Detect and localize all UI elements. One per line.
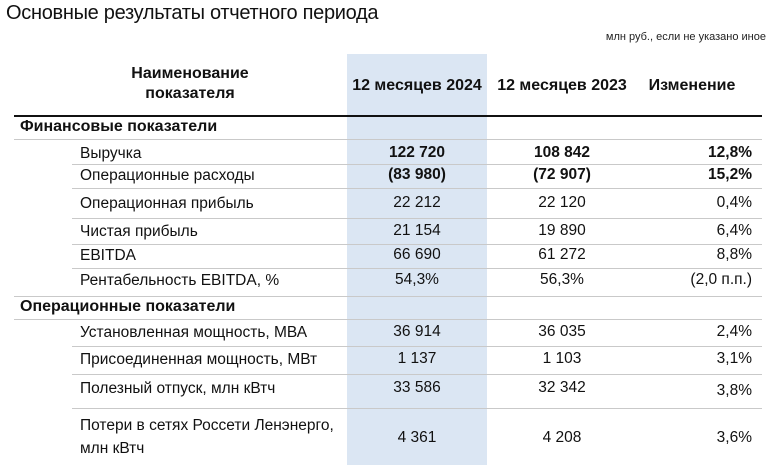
row-label: Выручка [80, 145, 142, 162]
table-row: Присоединенная мощность, МВт 1 137 1 103… [0, 347, 774, 373]
section-rule [14, 296, 762, 297]
value-2023: 108 842 [533, 144, 591, 161]
value-2023: 36 035 [538, 323, 586, 340]
value-2024: 22 212 [393, 194, 441, 211]
section-rule [14, 139, 762, 140]
header-change: Изменение [648, 77, 736, 94]
table-row: Полезный отпуск, млн кВтч 33 586 32 342 … [0, 375, 774, 405]
table-row: Установленная мощность, МВА 36 914 36 03… [0, 320, 774, 346]
value-2023: 56,3% [540, 271, 584, 288]
value-2023: (72 907) [533, 166, 591, 183]
row-rule [72, 218, 762, 219]
highlight-column-2024 [347, 54, 487, 465]
units-note: млн руб., если не указано иное [605, 31, 766, 43]
row-label: Потери в сетях Россети Ленэнерго, [80, 417, 334, 434]
table-row: Потери в сетях Россети Ленэнерго, млн кВ… [0, 412, 774, 464]
value-2023: 32 342 [538, 379, 586, 396]
value-change: (2,0 п.п.) [690, 271, 752, 288]
row-rule [72, 374, 762, 375]
value-change: 2,4% [716, 323, 752, 340]
row-label: EBITDA [80, 247, 136, 264]
value-2023: 19 890 [538, 222, 586, 239]
value-2023: 22 120 [538, 194, 586, 211]
value-2024: 33 586 [393, 379, 441, 396]
value-change: 3,1% [716, 350, 752, 367]
row-label: Рентабельность EBITDA, % [80, 272, 280, 289]
value-change: 3,8% [716, 382, 752, 399]
table-row: Рентабельность EBITDA, % 54,3% 56,3% (2,… [0, 269, 774, 295]
value-2023: 4 208 [542, 429, 582, 446]
header-2024: 12 месяцев 2024 [352, 77, 482, 94]
header-name-line1: Наименование [131, 65, 249, 82]
table-row: Операционные расходы (83 980) (72 907) 1… [0, 165, 774, 189]
row-label: Установленная мощность, МВА [80, 324, 308, 341]
value-2024: 66 690 [393, 246, 441, 263]
value-2024: 54,3% [395, 271, 439, 288]
row-rule [72, 244, 762, 245]
table-row: EBITDA 66 690 61 272 8,8% [0, 245, 774, 269]
value-change: 15,2% [708, 166, 752, 183]
value-change: 8,8% [716, 246, 752, 263]
value-change: 3,6% [716, 429, 752, 446]
value-2023: 61 272 [538, 246, 586, 263]
value-2024: 4 361 [397, 429, 437, 446]
value-2024: 36 914 [393, 323, 441, 340]
value-2024: 1 137 [397, 350, 437, 367]
row-label: Присоединенная мощность, МВт [80, 351, 318, 368]
row-label: Операционная прибыль [80, 195, 254, 212]
value-2024: 122 720 [388, 144, 446, 161]
row-label: млн кВтч [80, 440, 145, 457]
section-title-operational: Операционные показатели [20, 298, 236, 315]
header-rule [14, 115, 762, 117]
row-rule [72, 268, 762, 269]
row-label: Чистая прибыль [80, 223, 198, 240]
row-label: Полезный отпуск, млн кВтч [80, 380, 276, 397]
page-title: Основные результаты отчетного периода [6, 2, 379, 24]
header-name-line2: показателя [145, 85, 235, 102]
header-2023: 12 месяцев 2023 [497, 77, 627, 94]
row-label: Операционные расходы [80, 167, 255, 184]
value-change: 6,4% [716, 222, 752, 239]
section-rule [14, 319, 762, 320]
table-row: Выручка 122 720 108 842 12,8% [0, 142, 774, 166]
value-2024: (83 980) [388, 166, 446, 183]
row-rule [72, 408, 762, 409]
section-title-financial: Финансовые показатели [20, 118, 218, 135]
row-rule [72, 164, 762, 165]
value-2023: 1 103 [542, 350, 582, 367]
value-change: 0,4% [716, 194, 752, 211]
value-2024: 21 154 [393, 222, 441, 239]
row-rule [72, 346, 762, 347]
header-name: Наименование показателя [100, 64, 280, 104]
table-row: Чистая прибыль 21 154 19 890 6,4% [0, 219, 774, 245]
table-row: Операционная прибыль 22 212 22 120 0,4% [0, 189, 774, 217]
value-change: 12,8% [708, 144, 752, 161]
row-rule [72, 188, 762, 189]
